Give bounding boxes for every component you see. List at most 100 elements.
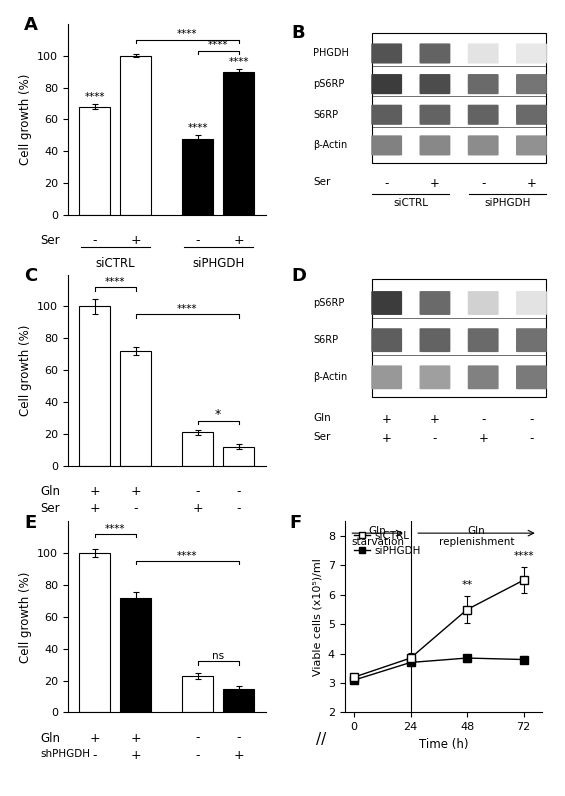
Text: shPHGDH: shPHGDH [40,749,90,759]
Text: Gln
starvation: Gln starvation [351,526,404,548]
Text: S6RP: S6RP [313,110,338,119]
Text: PHGDH: PHGDH [313,49,349,58]
Text: ****: **** [228,57,249,67]
Text: pS6RP: pS6RP [313,79,345,89]
Text: Gln: Gln [40,485,60,498]
FancyBboxPatch shape [468,365,498,389]
Bar [79,553,110,712]
Text: -: - [195,732,200,744]
FancyBboxPatch shape [516,44,547,64]
FancyBboxPatch shape [468,44,498,64]
Text: +: + [478,432,488,445]
FancyBboxPatch shape [516,328,547,352]
Text: -: - [133,502,138,515]
Text: A: A [24,16,38,34]
Legend: siCTRL, siPHGDH: siCTRL, siPHGDH [350,527,425,560]
FancyBboxPatch shape [516,135,547,155]
FancyBboxPatch shape [371,105,402,125]
FancyBboxPatch shape [372,279,546,397]
Text: -: - [237,485,241,498]
Text: Ser: Ser [313,432,331,443]
Text: -: - [481,413,485,426]
FancyBboxPatch shape [371,135,402,155]
Text: +: + [131,749,141,762]
Text: siPHGDH: siPHGDH [192,257,244,270]
FancyBboxPatch shape [468,135,498,155]
Text: *: * [215,408,221,420]
X-axis label: Time (h): Time (h) [419,738,468,751]
Bar [223,689,254,712]
Text: β-Actin: β-Actin [313,140,347,150]
FancyBboxPatch shape [372,33,546,162]
Text: +: + [382,432,392,445]
Text: -: - [529,432,533,445]
Text: β-Actin: β-Actin [313,373,347,382]
Text: -: - [195,749,200,762]
Text: +: + [527,177,536,189]
Text: ns: ns [212,651,224,661]
Text: Ser: Ser [40,502,60,515]
Text: **: ** [462,580,473,591]
Text: Ser: Ser [313,177,331,187]
Text: ****: **** [514,551,534,561]
FancyBboxPatch shape [468,105,498,125]
Text: S6RP: S6RP [313,335,338,345]
FancyBboxPatch shape [371,291,402,315]
Bar [182,139,213,215]
Text: +: + [430,177,440,189]
Text: +: + [131,234,141,247]
FancyBboxPatch shape [419,328,450,352]
Text: siCTRL: siCTRL [95,257,135,270]
Text: D: D [292,267,307,285]
Text: -: - [237,502,241,515]
Text: -: - [195,234,200,247]
Text: -: - [92,749,97,762]
Text: ****: **** [177,29,198,39]
Text: +: + [233,234,244,247]
FancyBboxPatch shape [516,74,547,94]
Bar [120,598,151,712]
Text: -: - [529,413,533,426]
Text: -: - [481,177,485,189]
FancyBboxPatch shape [419,105,450,125]
Y-axis label: Cell growth (%): Cell growth (%) [19,325,32,416]
Y-axis label: Cell growth (%): Cell growth (%) [19,572,32,662]
FancyBboxPatch shape [371,44,402,64]
Text: Ser: Ser [40,234,60,247]
Text: +: + [89,732,100,744]
FancyBboxPatch shape [371,365,402,389]
Text: ****: **** [84,92,105,102]
Bar [223,447,254,466]
Text: ****: **** [177,551,198,560]
FancyBboxPatch shape [516,105,547,125]
Text: -: - [433,432,437,445]
Text: ****: **** [177,304,198,314]
Text: ****: **** [208,41,228,50]
Bar [120,351,151,466]
FancyBboxPatch shape [371,328,402,352]
FancyBboxPatch shape [516,365,547,389]
Text: ****: **** [105,277,125,287]
Text: pS6RP: pS6RP [313,298,345,308]
Y-axis label: Cell growth (%): Cell growth (%) [19,74,32,165]
Text: -: - [195,485,200,498]
Text: +: + [89,485,100,498]
FancyBboxPatch shape [468,328,498,352]
FancyBboxPatch shape [516,291,547,315]
Text: +: + [430,413,440,426]
Text: +: + [192,502,203,515]
Text: E: E [24,513,37,532]
Text: +: + [233,749,244,762]
Text: -: - [237,732,241,744]
Bar [223,72,254,215]
Text: +: + [382,413,392,426]
Text: //: // [316,732,326,747]
Text: ****: **** [188,123,208,133]
Text: B: B [292,25,306,42]
Text: Gln
replenishment: Gln replenishment [439,526,514,548]
Bar [182,432,213,466]
FancyBboxPatch shape [419,44,450,64]
Text: Gln: Gln [313,413,331,423]
Text: ****: **** [105,524,125,533]
Text: F: F [289,513,302,532]
